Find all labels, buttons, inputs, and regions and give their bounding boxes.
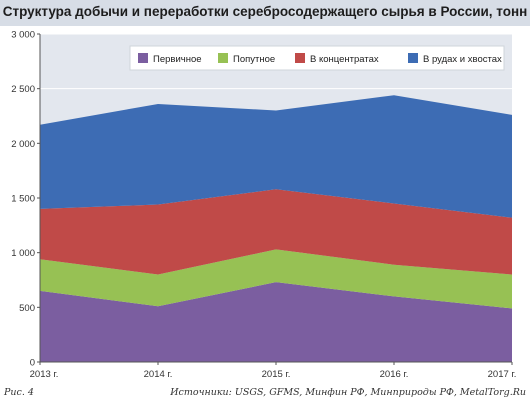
legend-swatch-0 — [138, 53, 148, 63]
y-tick-label-6: 3 000 — [11, 30, 35, 41]
area-series-3 — [40, 95, 512, 218]
chart-title: Структура добычи и переработки серебросо… — [2, 4, 528, 19]
x-tick-label-0: 2013 г. — [30, 369, 59, 380]
y-tick-label-2: 1 000 — [11, 248, 35, 259]
y-tick-label-0: 0 — [30, 358, 35, 369]
area-series-1 — [40, 249, 512, 309]
figure-label: Рис. 4 — [4, 387, 34, 398]
y-tick-label-4: 2 000 — [11, 139, 35, 150]
source-note: Источники: USGS, GFMS, Минфин РФ, Минпри… — [170, 387, 526, 398]
x-tick-label-4: 2017 г. — [488, 369, 517, 380]
legend-swatch-3 — [408, 53, 418, 63]
legend-label-2: В концентратах — [310, 54, 379, 65]
legend-box — [129, 45, 505, 71]
x-tick-label-1: 2014 г. — [144, 369, 173, 380]
area-series-2 — [40, 189, 512, 275]
area-series-0 — [40, 282, 512, 362]
legend-label-0: Первичное — [153, 54, 202, 65]
legend-label-1: Попутное — [233, 54, 275, 65]
y-tick-label-3: 1 500 — [11, 194, 35, 205]
legend-swatch-2 — [295, 53, 305, 63]
title-bar — [0, 0, 530, 26]
x-tick-label-3: 2016 г. — [380, 369, 409, 380]
legend-swatch-1 — [218, 53, 228, 63]
y-tick-label-5: 2 500 — [11, 84, 35, 95]
y-tick-label-1: 500 — [19, 303, 35, 314]
x-tick-label-2: 2015 г. — [262, 369, 291, 380]
legend-label-3: В рудах и хвостах — [423, 54, 502, 65]
